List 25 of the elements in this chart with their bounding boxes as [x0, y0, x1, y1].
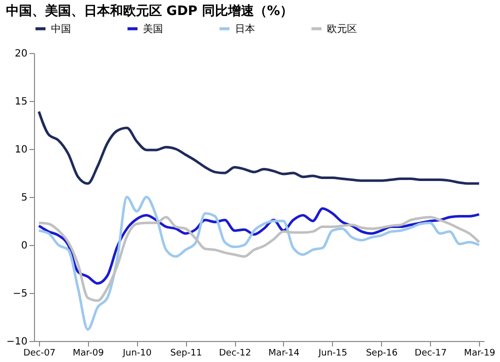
x-tick-label: Mar-14 [268, 348, 300, 358]
y-tick-label: 5 [21, 192, 28, 204]
line-series [38, 196, 480, 331]
line-series [38, 216, 480, 302]
y-tick-label: 0 [21, 240, 28, 252]
x-tick-label: Jun-15 [317, 348, 348, 358]
x-tick-label: Dec-17 [414, 348, 447, 358]
legend-label: 日本 [235, 22, 255, 35]
x-tick-label: Mar-09 [72, 348, 104, 358]
y-tick-label: 15 [14, 96, 28, 108]
x-tick-label: Dec-07 [23, 348, 56, 358]
legend-label: 中国 [51, 22, 71, 35]
legend-label: 欧元区 [327, 24, 357, 35]
x-tick-label: Sep-11 [170, 348, 202, 358]
x-tick-label: Jun-10 [122, 348, 152, 358]
x-tick-label: Mar-19 [464, 348, 496, 358]
y-tick-label: 10 [14, 144, 28, 156]
y-tick-label: −10 [6, 336, 28, 348]
chart-title: 中国、美国、日本和欧元区 GDP 同比增速（%） [6, 3, 293, 19]
y-tick-label: −5 [12, 288, 28, 300]
x-tick-label: Sep-16 [366, 348, 398, 358]
y-tick-label: 20 [14, 48, 28, 60]
line-series [38, 110, 480, 185]
x-tick-label: Dec-12 [218, 348, 252, 358]
legend-label: 美国 [143, 22, 163, 35]
